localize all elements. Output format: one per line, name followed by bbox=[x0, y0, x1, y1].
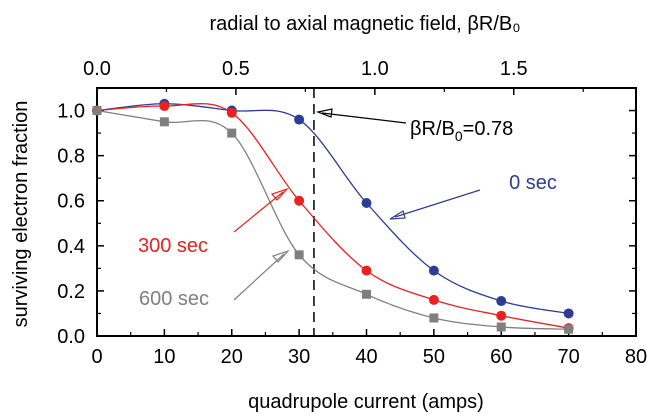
x-tick-label: 0 bbox=[91, 346, 102, 368]
data-point bbox=[496, 322, 506, 332]
threshold-label: βR/B0=0.78 bbox=[410, 118, 513, 144]
threshold-annotation: βR/B0=0.78 bbox=[315, 108, 513, 144]
data-point bbox=[428, 265, 439, 276]
series-label-0-sec: 0 sec bbox=[509, 172, 557, 194]
series-line-300-sec bbox=[96, 102, 569, 329]
series-600-sec bbox=[92, 106, 574, 334]
x-axis-ticks: 0 10 20 30 40 50 60 70 80 bbox=[91, 329, 647, 368]
x-tick-label: 80 bbox=[625, 346, 647, 368]
x-tick-label: 60 bbox=[490, 346, 512, 368]
top-axis-ticks: 0.0 0.5 1.0 1.5 bbox=[83, 58, 584, 95]
data-point bbox=[429, 313, 439, 323]
arrow-0-sec bbox=[394, 189, 481, 218]
arrowhead-600-sec bbox=[271, 249, 290, 263]
data-point bbox=[92, 106, 102, 116]
series-label-600-sec: 600 sec bbox=[139, 288, 209, 310]
data-point bbox=[226, 107, 237, 118]
data-point bbox=[496, 310, 507, 321]
x-tick-label: 70 bbox=[558, 346, 580, 368]
data-point bbox=[159, 117, 169, 127]
arrow-300-sec bbox=[233, 191, 284, 233]
label-600-sec: 600 sec bbox=[139, 249, 290, 310]
y-tick-label: 0.6 bbox=[57, 191, 85, 213]
x-axis-title: quadrupole current (amps) bbox=[248, 391, 484, 413]
series-label-300-sec: 300 sec bbox=[138, 235, 208, 257]
threshold-arrow bbox=[321, 112, 407, 124]
data-point bbox=[428, 294, 439, 305]
y-tick-label: 1.0 bbox=[57, 101, 85, 123]
arrowhead-300-sec bbox=[270, 187, 289, 201]
data-point bbox=[496, 296, 507, 307]
series-layer bbox=[92, 98, 574, 334]
arrowhead-0-sec bbox=[389, 210, 406, 220]
data-point bbox=[564, 324, 574, 334]
top-tick-label: 0.5 bbox=[222, 58, 250, 80]
x-tick-label: 50 bbox=[423, 346, 445, 368]
data-point bbox=[294, 195, 305, 206]
data-point bbox=[294, 250, 304, 260]
threshold-arrowhead bbox=[315, 108, 333, 118]
top-tick-label: 1.5 bbox=[500, 58, 528, 80]
arrow-600-sec bbox=[233, 253, 285, 301]
data-point bbox=[294, 114, 305, 125]
data-point bbox=[361, 197, 372, 208]
y-axis-title: surviving electron fraction bbox=[10, 101, 32, 328]
data-point bbox=[159, 101, 170, 112]
top-tick-label: 0.0 bbox=[83, 58, 111, 80]
data-point bbox=[362, 289, 371, 299]
series-line-600-sec bbox=[96, 109, 569, 330]
y-tick-label: 0.0 bbox=[57, 326, 85, 348]
top-tick-label: 1.0 bbox=[361, 58, 389, 80]
y-tick-label: 0.2 bbox=[57, 281, 85, 303]
x-tick-label: 10 bbox=[153, 346, 175, 368]
y-tick-label: 0.4 bbox=[57, 236, 85, 258]
data-point bbox=[563, 308, 574, 319]
series-line-0-sec bbox=[96, 103, 569, 315]
data-point bbox=[227, 128, 237, 138]
top-axis-title: radial to axial magnetic field, βR/B₀ bbox=[209, 13, 520, 35]
label-0-sec: 0 sec bbox=[389, 172, 557, 220]
data-point bbox=[361, 265, 372, 276]
x-tick-label: 30 bbox=[288, 346, 310, 368]
x-tick-label: 40 bbox=[355, 346, 377, 368]
y-axis-ticks: 0.0 0.2 0.4 0.6 0.8 1.0 bbox=[57, 87, 636, 348]
y-tick-label: 0.8 bbox=[57, 146, 85, 168]
x-tick-label: 20 bbox=[221, 346, 243, 368]
label-300-sec: 300 sec bbox=[138, 187, 289, 257]
